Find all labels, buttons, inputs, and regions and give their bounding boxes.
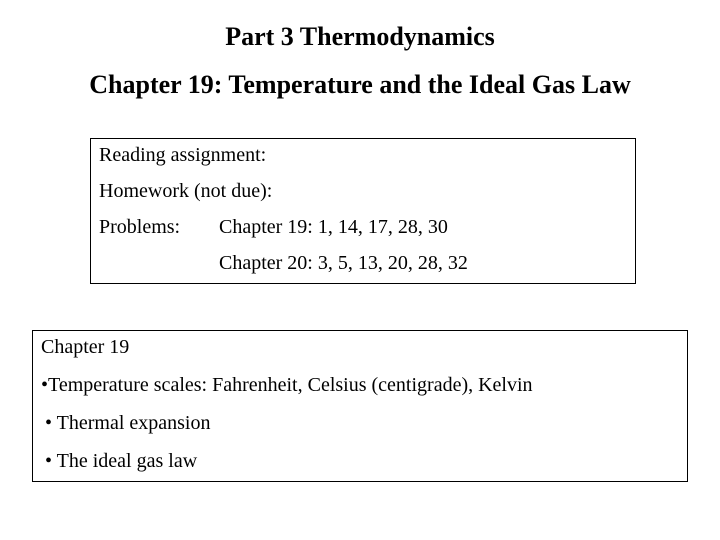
topic-item-3: The ideal gas law bbox=[41, 451, 679, 471]
slide: Part 3 Thermodynamics Chapter 19: Temper… bbox=[0, 0, 720, 540]
problems-ch20: Chapter 20: 3, 5, 13, 20, 28, 32 bbox=[219, 253, 468, 273]
topic-item-1: Temperature scales: Fahrenheit, Celsius … bbox=[41, 375, 679, 395]
topics-box: Chapter 19 Temperature scales: Fahrenhei… bbox=[32, 330, 688, 482]
topics-heading: Chapter 19 bbox=[41, 337, 679, 357]
problems-row-2: Chapter 20: 3, 5, 13, 20, 28, 32 bbox=[99, 253, 627, 273]
problems-label: Problems: bbox=[99, 217, 219, 237]
part-title: Part 3 Thermodynamics bbox=[0, 0, 720, 52]
homework-row: Homework (not due): bbox=[99, 181, 627, 201]
problems-ch19: Chapter 19: 1, 14, 17, 28, 30 bbox=[219, 217, 448, 237]
problems-row-1: Problems:Chapter 19: 1, 14, 17, 28, 30 bbox=[99, 217, 627, 237]
reading-assignment-row: Reading assignment: bbox=[99, 145, 627, 165]
assignment-box: Reading assignment: Homework (not due): … bbox=[90, 138, 636, 284]
topic-item-2: Thermal expansion bbox=[41, 413, 679, 433]
chapter-title: Chapter 19: Temperature and the Ideal Ga… bbox=[0, 52, 720, 100]
